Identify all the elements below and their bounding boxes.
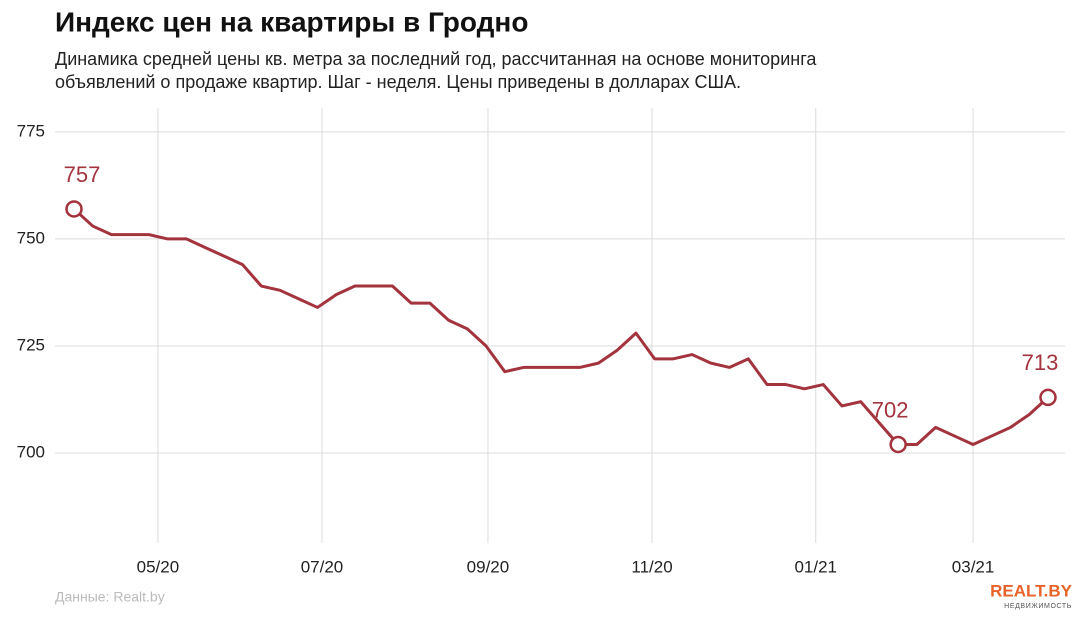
data-label: 757 (64, 162, 101, 187)
chart-title: Индекс цен на квартиры в Гродно (55, 6, 528, 37)
x-tick-label: 11/20 (631, 557, 672, 576)
subtitle: объявлений о продаже квартир. Шаг - неде… (55, 72, 741, 92)
source: Данные: Realt.by (55, 589, 165, 605)
x-tick-label: 01/21 (794, 557, 837, 576)
line (72, 207, 1050, 446)
y-tick-label: 700 (17, 443, 45, 462)
y-tick-label: 750 (17, 228, 45, 247)
y-tick-label: 725 (17, 335, 45, 354)
x-tick-label: 05/20 (137, 557, 180, 576)
x-tick-label: 09/20 (467, 557, 510, 576)
data-label: 702 (872, 397, 909, 422)
subtitle: Динамика средней цены кв. метра за после… (55, 49, 817, 69)
logo-sub: НЕДВИЖИМОСТЬ (1004, 603, 1072, 610)
x-tick-label: 07/20 (301, 557, 344, 576)
point-marker (1039, 388, 1057, 407)
point-marker (889, 435, 907, 454)
data-label: 713 (1022, 350, 1059, 375)
logo: REALT.BY (990, 581, 1073, 600)
point-marker (65, 200, 83, 218)
y-tick-label: 775 (17, 121, 45, 140)
x-tick-label: 03/21 (952, 557, 995, 576)
